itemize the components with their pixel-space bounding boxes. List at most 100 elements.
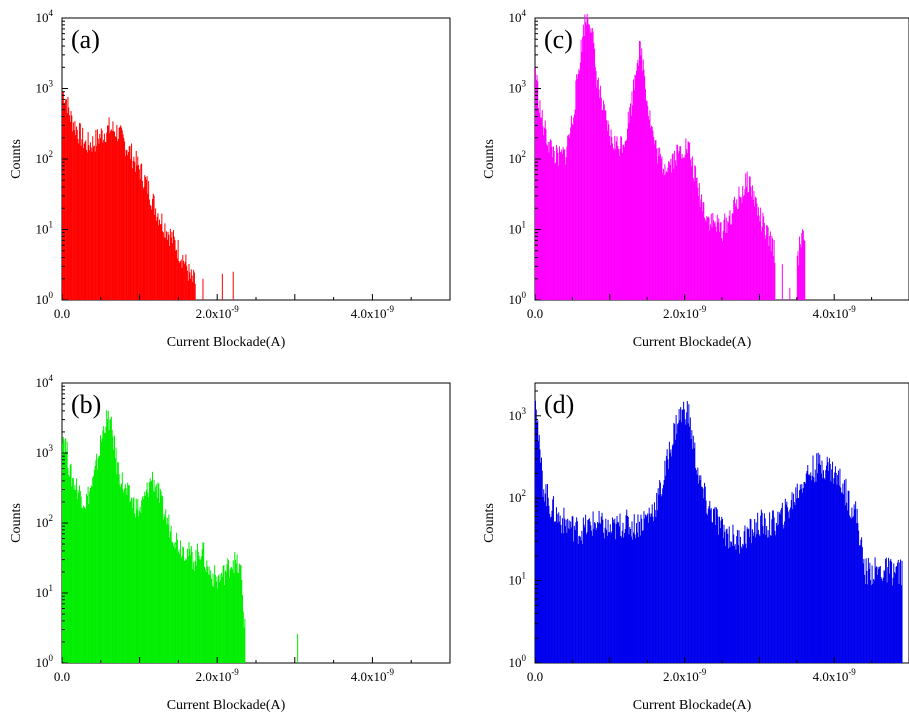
- histogram-bar: [733, 546, 735, 663]
- histogram-bar: [744, 525, 746, 663]
- histogram-bar: [136, 509, 138, 663]
- histogram-bar: [540, 457, 542, 663]
- histogram-bar: [87, 486, 89, 663]
- histogram-bar: [78, 492, 80, 663]
- histogram-bar: [726, 233, 728, 300]
- histogram-bar: [621, 136, 623, 300]
- histogram-bar: [894, 572, 896, 663]
- histogram-bar: [235, 559, 237, 663]
- histogram-bar: [600, 523, 602, 663]
- histogram-bar: [137, 156, 139, 300]
- histogram-bar: [161, 213, 163, 300]
- histogram-bar: [573, 114, 575, 300]
- histogram-bar: [119, 484, 121, 663]
- histogram-bar: [675, 165, 677, 300]
- histogram-bar: [642, 530, 644, 663]
- x-axis-title: Current Blockade(A): [167, 335, 286, 350]
- histogram-bar: [228, 560, 230, 663]
- histogram-bar: [619, 149, 621, 300]
- y-tick-label: 101: [36, 583, 54, 600]
- histogram-bar: [689, 417, 691, 663]
- histogram-bar: [749, 176, 751, 300]
- histogram-bar: [707, 217, 709, 300]
- histogram-bar: [760, 231, 762, 300]
- histogram-bar: [183, 547, 185, 663]
- histogram-bar: [595, 71, 597, 300]
- histogram-bar: [557, 522, 559, 663]
- x-axis-title: Current Blockade(A): [633, 335, 752, 350]
- histogram-bar: [107, 419, 109, 663]
- histogram-bar: [551, 146, 553, 300]
- histogram-bar: [702, 488, 704, 663]
- histogram-bar: [697, 187, 699, 300]
- histogram-bar: [609, 532, 611, 663]
- histogram-bar: [752, 535, 754, 663]
- histogram-bar: [155, 208, 157, 300]
- histogram-bar: [570, 115, 572, 300]
- histogram-bar: [186, 265, 188, 300]
- histogram-bar: [677, 153, 679, 300]
- histogram-bar: [743, 531, 745, 663]
- histogram-bar: [141, 180, 143, 300]
- histogram-bar: [148, 181, 150, 300]
- histogram-bar: [793, 502, 795, 663]
- histogram-bar: [103, 133, 105, 300]
- histogram-bar: [773, 239, 775, 300]
- histogram-bar: [553, 150, 555, 300]
- histogram-bar: [535, 409, 537, 663]
- histogram-bar: [789, 509, 791, 663]
- histogram-bar: [663, 175, 665, 300]
- histogram-bar: [773, 517, 775, 663]
- histogram-bar: [145, 179, 147, 300]
- histogram-bar: [82, 505, 84, 663]
- histogram-bar: [138, 510, 140, 663]
- histogram-bar: [87, 132, 89, 300]
- histogram-bar: [82, 148, 84, 300]
- y-tick-label: 101: [509, 571, 527, 588]
- histogram-bar: [119, 126, 121, 300]
- histogram-bar: [668, 441, 670, 663]
- histogram-bar: [766, 225, 768, 300]
- histogram-bar: [757, 207, 759, 300]
- histogram-bar: [695, 177, 697, 300]
- histogram-bar: [193, 570, 195, 663]
- histogram-bar: [588, 519, 590, 663]
- y-tick-label: 102: [36, 149, 54, 166]
- histogram-bar: [113, 435, 115, 663]
- histogram-bar: [840, 487, 842, 663]
- histogram-bar: [107, 410, 109, 663]
- histogram-bar: [692, 178, 694, 300]
- histogram-bar: [169, 228, 171, 300]
- histogram-bar: [686, 149, 688, 300]
- histogram-bar: [558, 165, 560, 300]
- histogram-bar: [163, 237, 165, 300]
- histogram-bar: [127, 485, 129, 663]
- histogram-bar: [801, 484, 803, 663]
- histogram-bar: [669, 452, 671, 663]
- histogram-bar: [701, 486, 703, 663]
- histogram-bar: [618, 155, 620, 300]
- histogram-bar: [664, 460, 666, 663]
- histogram-bar: [733, 534, 735, 663]
- histogram-bar: [707, 508, 709, 663]
- histogram-bar: [632, 79, 634, 300]
- histogram-bar: [790, 507, 792, 663]
- histogram-bar: [235, 563, 237, 663]
- histogram-bar: [672, 153, 674, 300]
- histogram-bar: [727, 222, 729, 300]
- histogram-bar: [658, 156, 660, 300]
- histogram-bar: [752, 199, 754, 300]
- histogram-bar: [796, 483, 798, 663]
- histogram-bar: [182, 546, 184, 663]
- histogram-bar: [95, 460, 97, 663]
- histogram-bar: [582, 517, 584, 663]
- histogram-bar: [659, 480, 661, 663]
- histogram-bar: [867, 584, 869, 663]
- histogram-bar: [98, 143, 100, 300]
- histogram-bar: [688, 404, 690, 663]
- histogram-bar: [792, 509, 794, 663]
- histogram-bar: [785, 504, 787, 663]
- histogram-bar: [120, 125, 122, 300]
- histogram-bar: [178, 550, 180, 663]
- histogram-bars: [62, 91, 234, 301]
